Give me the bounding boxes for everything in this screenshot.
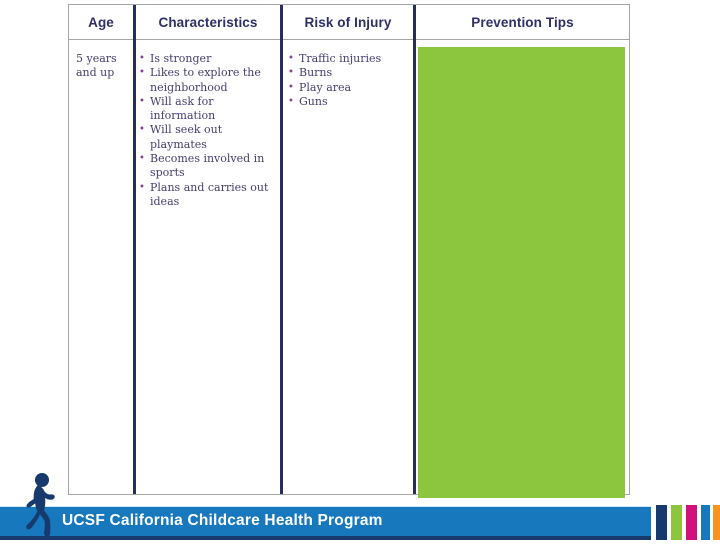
accent-bar [656, 505, 667, 540]
bullet-icon: • [288, 81, 294, 93]
column-header-prevention-tips: Prevention Tips [471, 14, 574, 30]
risk-of-injury-cell: • Traffic injuries • Burns • Play area •… [288, 40, 410, 494]
column-header-risk-of-injury: Risk of Injury [304, 14, 392, 30]
accent-bar [686, 505, 697, 540]
characteristics-list: • Is stronger • Likes to explore the nei… [139, 52, 281, 209]
column-header-age: Age [88, 14, 114, 30]
accent-bar [701, 505, 710, 540]
characteristics-cell: • Is stronger • Likes to explore the nei… [139, 40, 281, 494]
running-child-icon [20, 472, 62, 540]
list-item: • Is stronger [139, 52, 212, 65]
bullet-icon: • [139, 153, 145, 165]
footer-brand-text: UCSF California Childcare Health Program [62, 512, 383, 529]
prevention-tips-highlight [418, 47, 625, 498]
bullet-icon: • [139, 181, 145, 193]
bullet-icon: • [139, 95, 145, 107]
list-item: • Will ask for information [139, 94, 216, 123]
list-item: • Play area [288, 80, 352, 94]
footer-bar [0, 506, 651, 540]
bullet-icon: • [139, 124, 145, 136]
footer-bottom-strip [0, 536, 651, 540]
bullet-icon: • [139, 67, 145, 79]
bullet-icon: • [139, 53, 145, 64]
list-item: • Will seek out playmates [139, 123, 223, 151]
column-divider [413, 5, 416, 494]
accent-bar [713, 505, 720, 540]
column-divider [133, 5, 136, 494]
column-header-characteristics: Characteristics [158, 14, 258, 30]
bullet-icon: • [288, 95, 294, 107]
list-item: • Plans and carries out ideas [139, 180, 269, 208]
accent-bar [671, 505, 682, 540]
header-divider [69, 39, 629, 40]
bullet-icon: • [288, 67, 294, 79]
list-item: • Guns [288, 94, 328, 108]
bullet-icon: • [288, 53, 294, 64]
list-item: • Becomes involved in sports [139, 152, 265, 180]
risk-of-injury-list: • Traffic injuries • Burns • Play area •… [288, 52, 410, 109]
list-item: • Traffic injuries [288, 52, 382, 65]
age-cell: 5 years and up [76, 52, 117, 80]
column-divider [280, 5, 283, 494]
list-item: • Likes to explore the neighborhood [139, 66, 261, 94]
list-item: • Burns [288, 66, 333, 80]
